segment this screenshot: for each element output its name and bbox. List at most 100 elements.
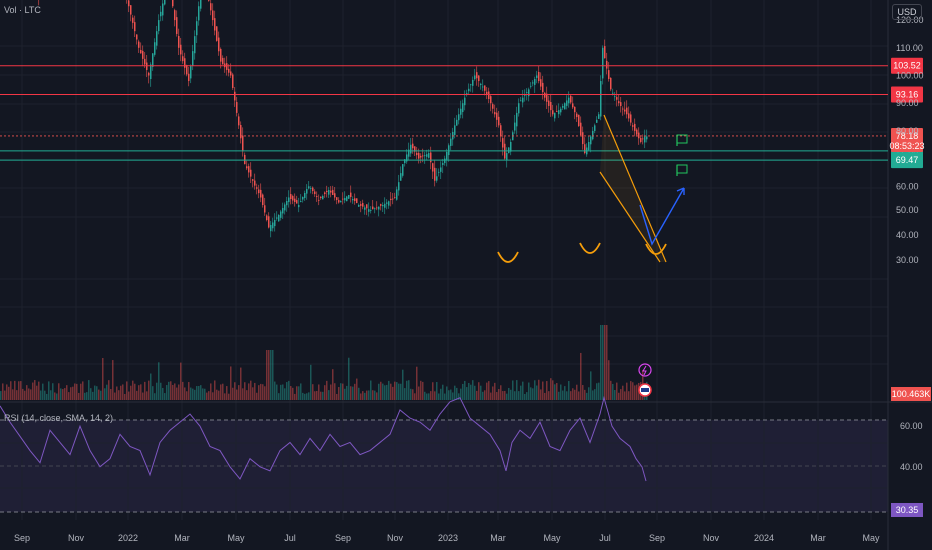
candle-body	[422, 155, 424, 157]
volume-bar	[164, 393, 166, 400]
candle-body	[392, 198, 394, 200]
volume-bar	[88, 380, 90, 400]
volume-bar	[286, 382, 288, 400]
volume-bar	[620, 389, 622, 400]
volume-bar	[298, 386, 300, 400]
candle-body	[562, 105, 564, 108]
volume-bar	[78, 392, 80, 400]
volume-bar	[316, 390, 318, 400]
volume-bar	[96, 386, 98, 400]
candle-body	[142, 50, 144, 59]
volume-bar	[50, 390, 52, 400]
volume-bar	[384, 385, 386, 400]
candle-body	[642, 138, 644, 140]
candle-body	[610, 77, 612, 90]
candle-body	[238, 116, 240, 126]
volume-bar	[270, 350, 272, 400]
volume-bar	[226, 386, 228, 400]
candle-body	[388, 201, 390, 206]
channel-line-lower	[599, 171, 661, 263]
candle-body	[598, 114, 600, 119]
candle-body	[450, 138, 452, 146]
candle-body	[486, 91, 488, 95]
candle-body	[248, 166, 250, 173]
candle-body	[408, 149, 410, 157]
volume-bar	[630, 381, 632, 400]
volume-bar	[542, 381, 544, 400]
volume-bar	[596, 383, 598, 400]
volume-bar	[220, 384, 222, 400]
candle-body	[518, 103, 520, 114]
volume-bar	[100, 390, 102, 400]
candle-body	[236, 102, 238, 113]
channel-fill	[600, 115, 666, 262]
volume-bar	[588, 387, 590, 400]
volume-bar	[356, 378, 358, 400]
volume-bar	[416, 366, 418, 400]
volume-bar	[80, 383, 82, 400]
volume-bar	[402, 369, 404, 400]
volume-bar	[504, 390, 506, 400]
volume-bar	[294, 393, 296, 400]
candle-body	[570, 95, 572, 103]
volume-bar	[70, 387, 72, 400]
volume-bar	[576, 384, 578, 400]
candle-body	[344, 198, 346, 201]
candle-body	[338, 200, 340, 203]
volume-bar	[570, 391, 572, 400]
volume-bar	[516, 380, 518, 400]
candle-body	[316, 196, 318, 197]
volume-bar	[74, 383, 76, 400]
candle-body	[636, 129, 638, 135]
candle-body	[500, 125, 502, 137]
volume-bar	[170, 381, 172, 400]
volume-bar	[414, 393, 416, 400]
candle-body	[308, 186, 310, 189]
time-tick-14: 2024	[754, 533, 774, 543]
volume-bar	[176, 387, 178, 400]
candle-body	[160, 11, 162, 17]
candle-body	[474, 75, 476, 80]
volume-bar	[362, 391, 364, 400]
volume-bar	[38, 381, 40, 400]
volume-bar	[4, 390, 6, 400]
candle-body	[582, 132, 584, 145]
volume-bar	[0, 391, 2, 400]
rsi-tick-0: 60.00	[900, 421, 923, 431]
candle-body	[268, 216, 270, 228]
candle-body	[490, 96, 492, 104]
volume-bar	[180, 362, 182, 400]
volume-bar	[538, 379, 540, 400]
volume-bar	[136, 390, 138, 400]
volume-bar	[564, 386, 566, 400]
volume-bar	[320, 391, 322, 400]
volume-bar	[408, 380, 410, 400]
candle-body	[212, 10, 214, 21]
candle-body	[134, 22, 136, 32]
volume-bar	[234, 382, 236, 400]
volume-bar	[450, 389, 452, 400]
volume-bar	[146, 391, 148, 400]
volume-bar	[618, 392, 620, 400]
candle-body	[174, 10, 176, 21]
volume-bar	[550, 378, 552, 400]
candle-body	[228, 68, 230, 73]
candle-body	[632, 125, 634, 127]
currency-button[interactable]: USD	[892, 4, 922, 20]
volume-bar	[468, 382, 470, 400]
candle-body	[312, 187, 314, 191]
candle-body	[376, 207, 378, 209]
volume-bar	[494, 382, 496, 400]
volume-bar	[128, 391, 130, 400]
candle-body	[192, 51, 194, 66]
volume-bar	[30, 389, 32, 400]
candle-body	[420, 155, 422, 158]
volume-bar	[44, 390, 46, 400]
candle-body	[396, 189, 398, 200]
volume-bar	[214, 380, 216, 400]
volume-bar	[470, 384, 472, 400]
volume-bar	[434, 391, 436, 400]
volume-bar	[24, 390, 26, 400]
volume-bar	[582, 385, 584, 400]
